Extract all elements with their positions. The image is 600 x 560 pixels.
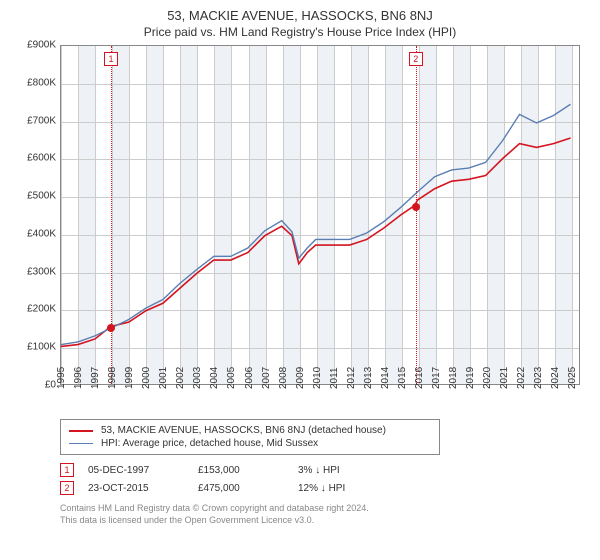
legend-label: 53, MACKIE AVENUE, HASSOCKS, BN6 8NJ (de…	[101, 425, 386, 436]
legend-swatch	[69, 430, 93, 432]
legend-item: HPI: Average price, detached house, Mid …	[69, 437, 431, 450]
sale-date: 05-DEC-1997	[88, 465, 198, 476]
legend-swatch	[69, 443, 93, 444]
plot-region: 12	[60, 45, 580, 385]
y-tick-label: £600K	[12, 153, 56, 164]
sale-hpi-diff: 12% ↓ HPI	[298, 483, 398, 494]
sale-index-box: 2	[60, 481, 74, 495]
chart-area: £0 £100K £200K £300K £400K £500K £600K £700K £80…	[12, 45, 588, 415]
y-tick-label: £500K	[12, 191, 56, 202]
y-tick-label: £400K	[12, 228, 56, 239]
chart-title: 53, MACKIE AVENUE, HASSOCKS, BN6 8NJ	[12, 8, 588, 23]
sale-marker-label: 2	[409, 52, 423, 66]
attribution: Contains HM Land Registry data © Crown c…	[60, 503, 588, 526]
sale-hpi-diff: 3% ↓ HPI	[298, 465, 398, 476]
sale-index-box: 1	[60, 463, 74, 477]
y-tick-label: £100K	[12, 342, 56, 353]
y-tick-label: £200K	[12, 304, 56, 315]
sale-marker-dot	[107, 324, 115, 332]
y-tick-label: £800K	[12, 77, 56, 88]
y-tick-label: £0	[12, 380, 56, 391]
series-line	[61, 138, 571, 346]
legend-label: HPI: Average price, detached house, Mid …	[101, 438, 318, 449]
y-tick-label: £900K	[12, 40, 56, 51]
y-tick-label: £700K	[12, 115, 56, 126]
sales-table: 1 05-DEC-1997£153,0003% ↓ HPI 2 23-OCT-2015…	[60, 461, 588, 497]
sale-marker-label: 1	[104, 52, 118, 66]
line-series-svg	[61, 46, 579, 384]
sales-row: 2 23-OCT-2015£475,00012% ↓ HPI	[60, 479, 588, 497]
sale-price: £475,000	[198, 483, 298, 494]
series-line	[61, 104, 571, 344]
sales-row: 1 05-DEC-1997£153,0003% ↓ HPI	[60, 461, 588, 479]
sale-date: 23-OCT-2015	[88, 483, 198, 494]
x-tick-label: 2025	[567, 367, 599, 389]
chart-subtitle: Price paid vs. HM Land Registry's House …	[12, 25, 588, 39]
sale-price: £153,000	[198, 465, 298, 476]
y-tick-label: £300K	[12, 266, 56, 277]
chart-container: 53, MACKIE AVENUE, HASSOCKS, BN6 8NJ Pri…	[0, 0, 600, 560]
attribution-line: This data is licensed under the Open Gov…	[60, 515, 588, 527]
legend: 53, MACKIE AVENUE, HASSOCKS, BN6 8NJ (de…	[60, 419, 440, 455]
attribution-line: Contains HM Land Registry data © Crown c…	[60, 503, 588, 515]
legend-item: 53, MACKIE AVENUE, HASSOCKS, BN6 8NJ (de…	[69, 424, 431, 437]
sale-marker-dot	[412, 203, 420, 211]
